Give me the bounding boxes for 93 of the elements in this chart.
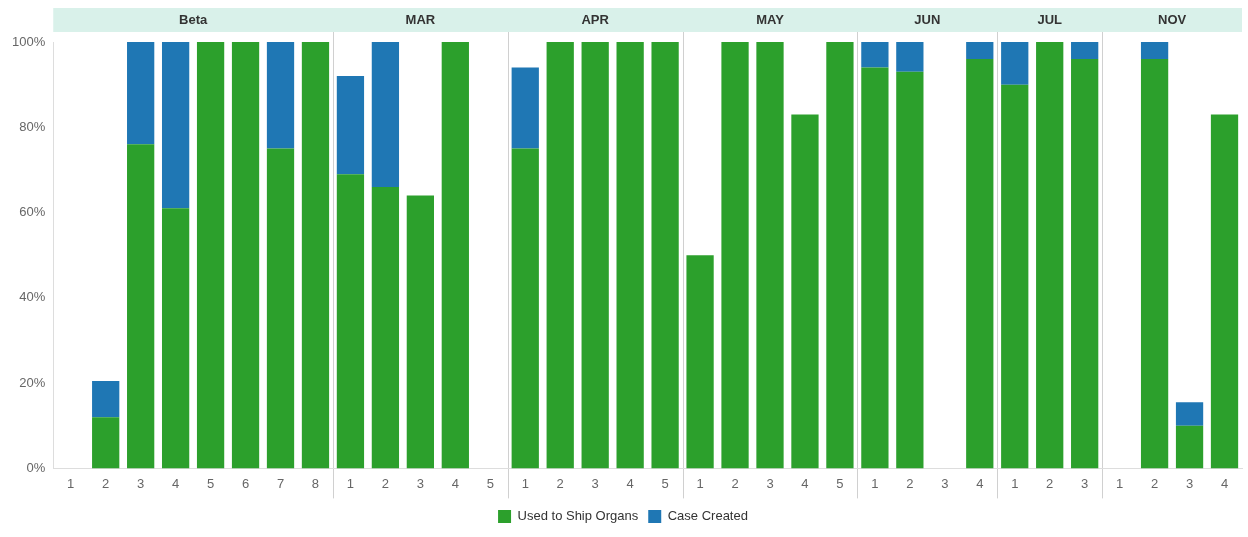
x-tick-label: 5 <box>836 475 844 491</box>
bar <box>441 42 469 469</box>
x-tick-label: 4 <box>451 475 459 491</box>
text: Beta <box>179 11 208 27</box>
bar <box>1001 84 1029 469</box>
bar <box>966 59 994 469</box>
bar <box>92 417 120 469</box>
x-tick-label: 8 <box>311 475 320 491</box>
bar <box>336 76 365 175</box>
bar <box>861 67 889 469</box>
text: MAR <box>405 11 436 27</box>
text: JUL <box>1037 11 1063 27</box>
x-tick-label: 2 <box>1150 475 1159 491</box>
x-tick-label: 4 <box>172 475 180 491</box>
bar <box>826 42 854 469</box>
x-tick-label: 1 <box>871 475 879 491</box>
text: JUN <box>914 11 941 27</box>
x-tick-label: 1 <box>696 475 704 491</box>
bar <box>1001 42 1029 85</box>
x-tick-label: 4 <box>1220 475 1229 491</box>
y-tick-label: 40% <box>19 289 46 305</box>
bar <box>196 42 225 469</box>
x-tick-label: 2 <box>1046 475 1054 491</box>
x-tick-label: 2 <box>556 475 564 491</box>
bar <box>1175 425 1204 469</box>
bar <box>127 42 155 145</box>
x-tick-label: 1 <box>67 475 75 491</box>
x-tick-label: 3 <box>416 475 424 491</box>
x-tick-label: 1 <box>1116 475 1124 491</box>
y-tick-label: 0% <box>26 459 46 475</box>
legend-label: Used to Ship Organs <box>517 508 639 524</box>
bar <box>511 148 539 469</box>
bar <box>1175 402 1204 426</box>
bar <box>581 42 609 469</box>
bar <box>161 42 190 209</box>
x-tick-label: 4 <box>626 475 634 491</box>
bar <box>511 67 539 149</box>
legend-label: Case Created <box>667 508 748 524</box>
bar <box>1140 59 1169 469</box>
x-tick-label: 5 <box>206 475 215 491</box>
x-tick-label: 4 <box>801 475 809 491</box>
y-tick-label: 20% <box>19 374 46 390</box>
bar <box>756 42 784 469</box>
x-tick-label: 3 <box>591 475 599 491</box>
bar <box>616 42 644 469</box>
bar <box>896 42 924 72</box>
bar <box>266 42 295 149</box>
bar <box>861 42 889 68</box>
x-tick-label: 4 <box>976 475 984 491</box>
x-tick-label: 1 <box>1011 475 1019 491</box>
bar <box>721 42 749 469</box>
text: MAY <box>756 11 785 27</box>
bar <box>966 42 994 60</box>
bar <box>896 71 924 469</box>
text: NOV <box>1157 11 1187 27</box>
x-tick-label: 1 <box>521 475 529 491</box>
x-tick-label: 3 <box>766 475 774 491</box>
bar <box>651 42 679 469</box>
bar <box>791 114 819 469</box>
y-tick-label: 80% <box>19 118 46 134</box>
bar <box>1071 59 1099 469</box>
x-tick-label: 2 <box>102 475 110 491</box>
bar <box>301 42 330 469</box>
y-tick-label: 100% <box>12 33 46 49</box>
bar <box>1071 42 1099 60</box>
bar <box>161 208 190 469</box>
bar <box>266 148 295 469</box>
bar <box>1210 114 1239 469</box>
bar <box>546 42 574 469</box>
y-tick-label: 60% <box>19 204 46 220</box>
bar <box>371 186 400 469</box>
x-tick-label: 3 <box>137 475 145 491</box>
bar <box>371 42 400 187</box>
x-tick-label: 3 <box>941 475 949 491</box>
x-tick-label: 1 <box>346 475 355 491</box>
bar <box>127 144 155 469</box>
x-tick-label: 5 <box>486 475 494 491</box>
bar <box>336 174 365 469</box>
x-tick-label: 3 <box>1185 475 1194 491</box>
x-tick-label: 2 <box>731 475 739 491</box>
x-tick-label: 7 <box>276 475 285 491</box>
bar <box>1036 42 1064 469</box>
x-tick-label: 5 <box>661 475 669 491</box>
x-tick-label: 6 <box>241 475 250 491</box>
bar <box>406 195 434 469</box>
x-tick-label: 2 <box>906 475 914 491</box>
x-tick-label: 2 <box>381 475 390 491</box>
bar <box>686 255 714 469</box>
bar <box>231 42 260 469</box>
x-tick-label: 3 <box>1081 475 1089 491</box>
text: APR <box>581 11 610 27</box>
bar <box>1140 42 1169 60</box>
bar <box>92 380 120 418</box>
